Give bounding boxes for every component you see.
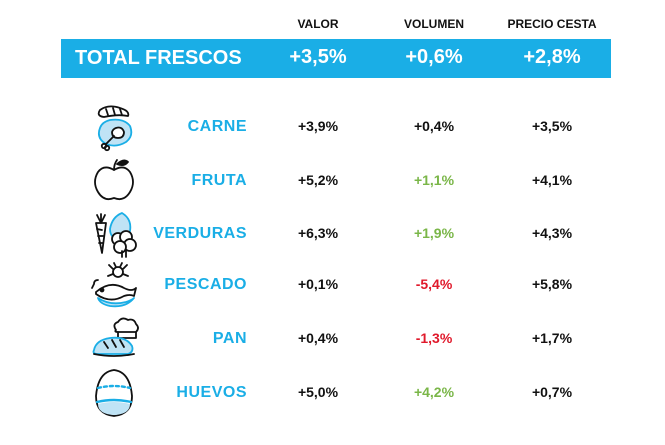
cell-valor: +6,3% bbox=[297, 225, 339, 241]
total-valor: +3,5% bbox=[289, 46, 347, 68]
cell-valor: +5,2% bbox=[297, 172, 339, 188]
meat-icon bbox=[97, 105, 133, 152]
cell-volumen: +1,1% bbox=[413, 172, 455, 188]
category-label: HUEVOS bbox=[176, 384, 247, 401]
cell-precio: +1,7% bbox=[531, 330, 573, 346]
row-carne: CARNE +3,9% +0,4% +3,5% bbox=[0, 102, 665, 154]
egg-icon bbox=[95, 369, 133, 417]
cell-volumen: -1,3% bbox=[415, 330, 453, 346]
cell-volumen: +1,9% bbox=[413, 225, 455, 241]
cell-precio: +3,5% bbox=[531, 118, 573, 134]
cell-volumen: +0,4% bbox=[413, 118, 455, 134]
header-valor: VALOR bbox=[297, 17, 339, 31]
cell-valor: +3,9% bbox=[297, 118, 339, 134]
cell-precio: +5,8% bbox=[531, 276, 573, 292]
row-verduras: VERDURAS +6,3% +1,9% +4,3% bbox=[0, 209, 665, 261]
category-label: PESCADO bbox=[164, 276, 247, 293]
total-banner: TOTAL FRESCOS +3,5% +0,6% +2,8% bbox=[61, 39, 611, 78]
total-volumen: +0,6% bbox=[405, 46, 463, 68]
total-label: TOTAL FRESCOS bbox=[75, 47, 242, 69]
cell-volumen: -5,4% bbox=[415, 276, 453, 292]
vegetables-icon bbox=[95, 212, 137, 258]
category-label: CARNE bbox=[187, 118, 247, 135]
fish-icon bbox=[91, 262, 137, 308]
bread-icon bbox=[92, 317, 139, 357]
total-precio: +2,8% bbox=[523, 46, 581, 68]
apple-icon bbox=[94, 159, 134, 201]
category-label: PAN bbox=[212, 330, 247, 347]
cell-valor: +5,0% bbox=[297, 384, 339, 400]
row-pan: PAN +0,4% -1,3% +1,7% bbox=[0, 314, 665, 366]
cell-valor: +0,4% bbox=[297, 330, 339, 346]
cell-precio: +4,3% bbox=[531, 225, 573, 241]
header-precio-cesta: PRECIO CESTA bbox=[507, 17, 597, 31]
cell-precio: +0,7% bbox=[531, 384, 573, 400]
cell-volumen: +4,2% bbox=[413, 384, 455, 400]
cell-valor: +0,1% bbox=[297, 276, 339, 292]
category-label: FRUTA bbox=[191, 172, 247, 189]
row-pescado: PESCADO +0,1% -5,4% +5,8% bbox=[0, 260, 665, 312]
header-volumen: VOLUMEN bbox=[404, 17, 464, 31]
row-huevos: HUEVOS +5,0% +4,2% +0,7% bbox=[0, 368, 665, 420]
category-label: VERDURAS bbox=[153, 225, 247, 242]
row-fruta: FRUTA +5,2% +1,1% +4,1% bbox=[0, 156, 665, 208]
cell-precio: +4,1% bbox=[531, 172, 573, 188]
